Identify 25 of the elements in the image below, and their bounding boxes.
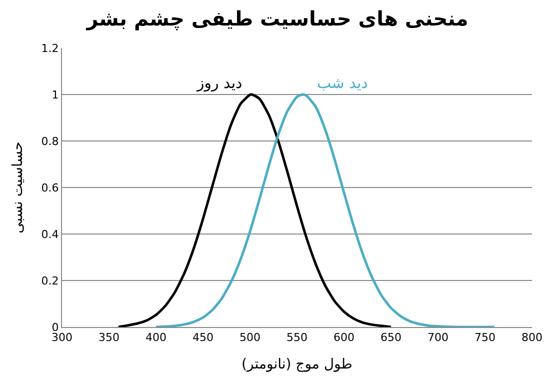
x-tick-label: 500 bbox=[240, 331, 260, 344]
y-tick-label: 1.2 bbox=[41, 42, 59, 55]
y-tick-label: 0 bbox=[52, 320, 59, 334]
x-tick-label: 350 bbox=[98, 331, 120, 344]
x-tick-label: 750 bbox=[474, 331, 496, 344]
x-tick-label: 650 bbox=[380, 331, 402, 344]
x-tick-label: 400 bbox=[146, 331, 166, 344]
series-label: دید شب bbox=[317, 74, 368, 92]
x-tick-label: 550 bbox=[286, 331, 308, 344]
y-tick-label: 1 bbox=[52, 88, 59, 102]
y-tick-label: 0.4 bbox=[41, 228, 59, 241]
y-tick-label: 0.6 bbox=[41, 181, 59, 194]
y-axis-title: حساسیت نسبی bbox=[10, 142, 26, 234]
x-axis-title: طول موج (نانومتر) bbox=[242, 356, 352, 372]
line-series bbox=[117, 93, 392, 327]
x-tick-label: 450 bbox=[192, 331, 214, 344]
series-label: دید روز bbox=[196, 74, 242, 92]
x-tick-label: 700 bbox=[428, 331, 448, 344]
x-tick-label: 600 bbox=[334, 331, 354, 344]
y-tick-label: 0.2 bbox=[41, 274, 59, 288]
chart-title: منحنی های حساسیت طیفی چشم بشر bbox=[86, 6, 468, 30]
x-tick-label: 300 bbox=[52, 331, 72, 344]
y-tick-label: 0.8 bbox=[41, 134, 59, 148]
line-series bbox=[154, 93, 496, 327]
x-tick-label: 800 bbox=[522, 331, 542, 344]
